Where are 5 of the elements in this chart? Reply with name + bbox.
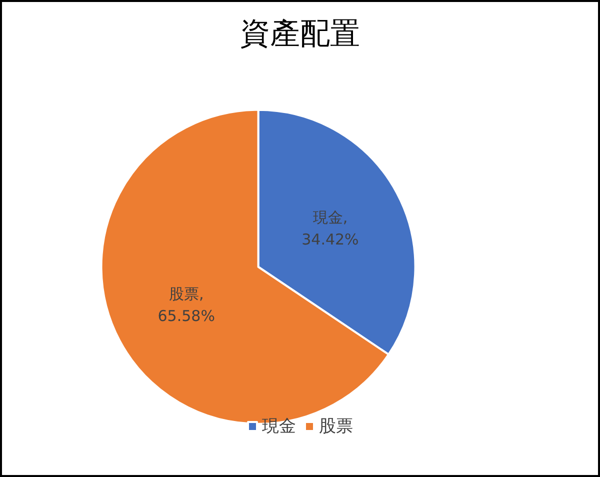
legend-label: 現金 [262, 416, 296, 436]
legend-label: 股票 [319, 416, 353, 436]
data-label: 現金, 34.42% [302, 208, 359, 249]
chart-title: 資產配置 [240, 16, 360, 52]
data-label: 股票, 65.58% [158, 285, 215, 326]
